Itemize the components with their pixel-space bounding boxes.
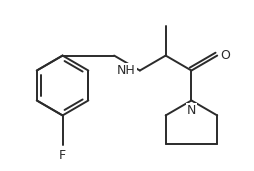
Text: O: O (220, 49, 230, 62)
Text: N: N (187, 104, 196, 117)
Text: NH: NH (117, 64, 136, 77)
Text: F: F (59, 149, 66, 162)
